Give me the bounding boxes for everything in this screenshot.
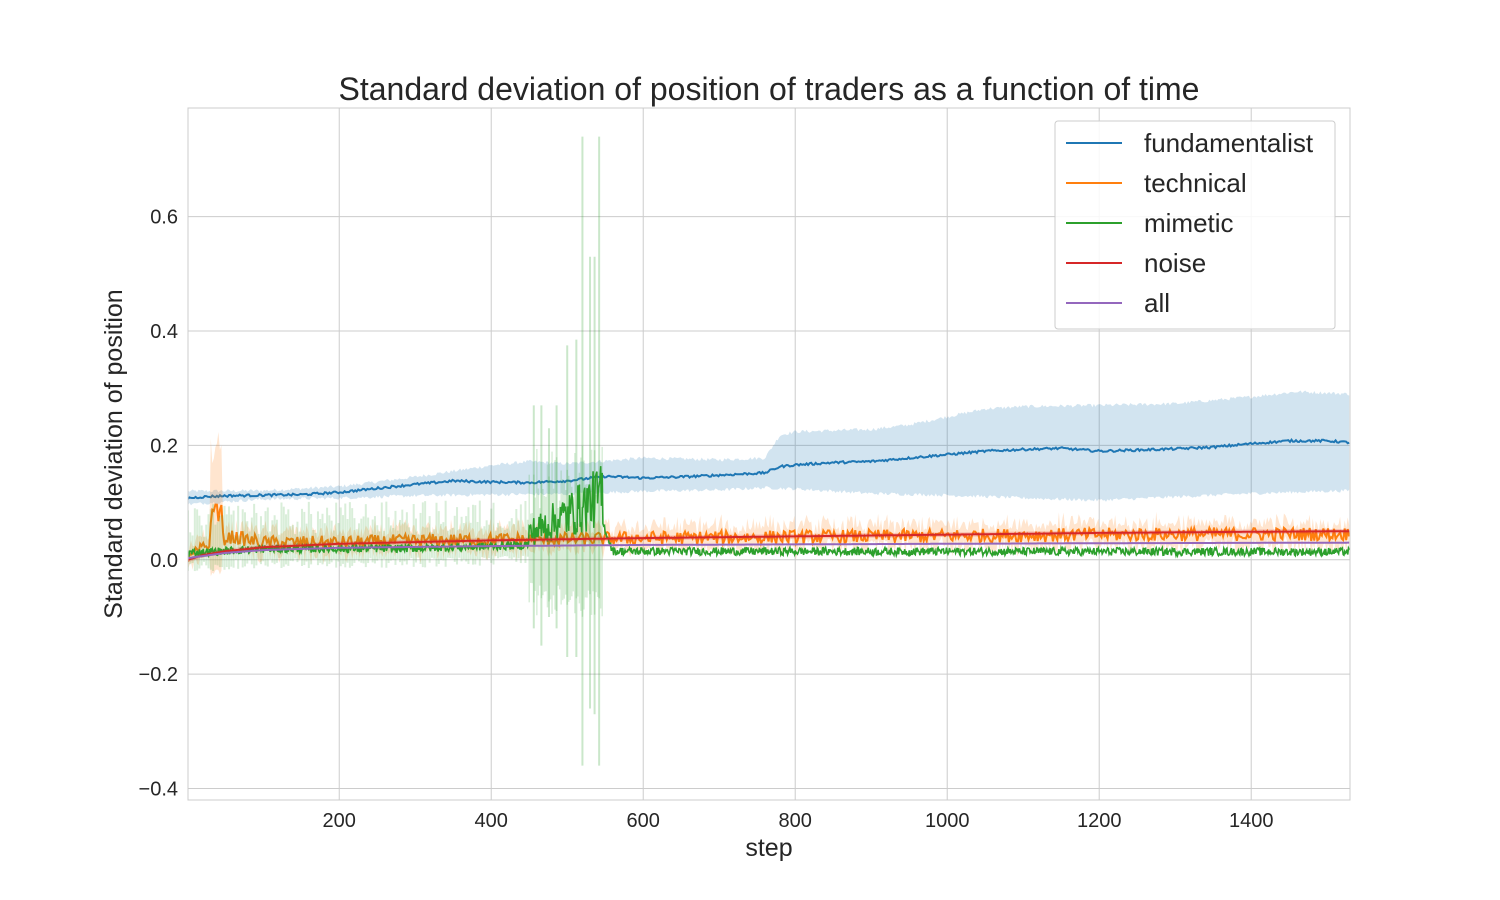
mimetic-line <box>188 466 1350 560</box>
y-tick-label: 0.4 <box>150 321 178 343</box>
x-tick-label: 400 <box>475 810 508 832</box>
legend-label-noise: noise <box>1144 248 1206 278</box>
x-tick-label: 600 <box>627 810 660 832</box>
noise-line <box>188 530 1350 561</box>
y-tick-label: 0.6 <box>150 207 178 229</box>
legend-label-fundamentalist: fundamentalist <box>1144 128 1314 158</box>
plot-frame <box>187 107 1351 801</box>
series-all <box>188 541 1350 560</box>
legend-label-all: all <box>1144 288 1170 318</box>
y-tick-label: −0.2 <box>139 664 178 686</box>
x-tick-label: 800 <box>779 810 812 832</box>
x-tick-label: 1400 <box>1229 810 1274 832</box>
grid-layer <box>188 108 1350 800</box>
x-tick-label: 1200 <box>1077 810 1122 832</box>
series-noise <box>188 528 1350 563</box>
plot-area <box>188 136 1350 766</box>
x-tick-label: 1000 <box>925 810 970 832</box>
tick-labels: 200 400 600 800 1000 1200 1400 −0.4 −0.2 0.0 0.2 0.… <box>139 207 1274 832</box>
fundamentalist-line <box>188 437 1350 500</box>
legend-label-mimetic: mimetic <box>1144 208 1234 238</box>
series-mimetic <box>188 136 1350 766</box>
legend-label-technical: technical <box>1144 168 1247 198</box>
fundamentalist-band <box>188 390 1350 506</box>
y-tick-label: −0.4 <box>139 779 178 801</box>
y-axis-label: Standard deviation of position <box>100 289 128 618</box>
legend: fundamentalist technical mimetic noise all <box>1054 120 1336 330</box>
series-fundamentalist <box>188 390 1350 506</box>
x-tick-label: 200 <box>323 810 356 832</box>
x-axis-label: step <box>745 834 792 862</box>
chart-title: Standard deviation of position of trader… <box>339 71 1200 107</box>
all-line <box>188 541 1350 560</box>
legend-box <box>1054 120 1336 330</box>
y-tick-label: 0.2 <box>150 435 178 457</box>
y-tick-label: 0.0 <box>150 550 178 572</box>
